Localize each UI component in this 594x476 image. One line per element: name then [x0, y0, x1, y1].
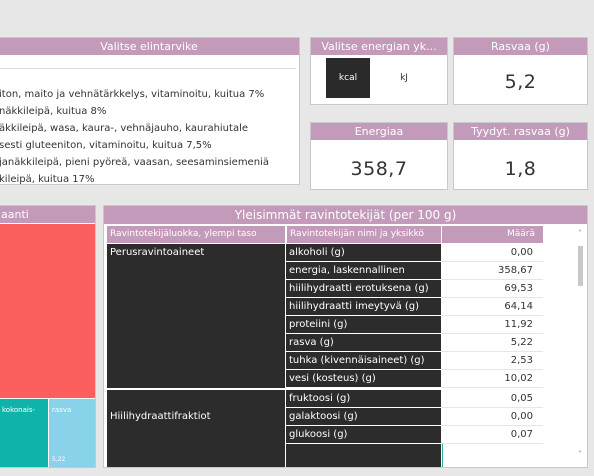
table-row-name: rasva (g) — [286, 334, 441, 352]
table-row-name: glukoosi (g) — [286, 426, 441, 444]
table-row-value: 0,05 — [442, 390, 543, 408]
category-cell: Perusravintoaineet — [110, 247, 205, 258]
column-header-category[interactable]: Ravintotekijäluokka, ylempi taso — [107, 226, 285, 243]
treemap-block-red[interactable] — [0, 224, 95, 398]
table-row-value: 0,07 — [442, 426, 543, 444]
table-row-value: 11,92 — [442, 316, 543, 334]
kcal-button[interactable]: kcal — [326, 58, 370, 98]
nutrients-table-title: Yleisimmät ravintotekijät (per 100 g) — [104, 206, 587, 224]
food-selector-panel: Valitse elintarvike iton, maito ja vehnä… — [0, 37, 300, 185]
table-row-name: tuhka (kivennäisaineet) (g) — [286, 352, 441, 370]
category-column — [107, 244, 285, 467]
table-row-value: 69,53 — [442, 280, 543, 298]
name-column — [286, 244, 441, 467]
table-row-name: energia, laskennallinen — [286, 262, 441, 280]
satfat-kpi-value: 1,8 — [504, 158, 537, 180]
table-row-name: hiilihydraatti erotuksena (g) — [286, 280, 441, 298]
table-row-value: 10,02 — [442, 370, 543, 388]
treemap-value-b: 5,22 — [52, 456, 66, 463]
food-item[interactable]: iton, maito ja vehnätärkkelys, vitaminoi… — [0, 89, 265, 100]
energy-unit-title: Valitse energian yk... — [311, 38, 447, 55]
treemap-label-b: rasva — [52, 406, 72, 414]
column-header-name[interactable]: Ravintotekijän nimi ja yksikkö — [286, 226, 441, 243]
food-item[interactable]: äkkileipä, wasa, kaura-, vehnäjauho, kau… — [0, 123, 249, 134]
food-item[interactable]: janäkkileipä, pieni pyöreä, vaasan, sees… — [0, 157, 269, 168]
table-row-name: fruktoosi (g) — [286, 390, 441, 408]
vertical-scrollbar-thumb[interactable] — [578, 246, 583, 286]
fat-kpi-value: 5,2 — [504, 71, 537, 93]
energy-kpi-title: Energiaa — [311, 123, 447, 140]
food-item[interactable]: sesti gluteeniton, vitaminoitu, kuitua 7… — [0, 140, 212, 151]
table-row-name: proteiini (g) — [286, 316, 441, 334]
table-row-name: alkoholi (g) — [286, 244, 441, 262]
treemap-title: aanti — [0, 206, 95, 223]
table-row-value: 358,67 — [442, 262, 543, 280]
nutrients-table: Ravintotekijäluokka, ylempi taso Ravinto… — [107, 226, 581, 467]
category-cell: Hiilihydraattifraktiot — [110, 411, 211, 422]
energy-unit-panel: Valitse energian yk... kcal kJ — [310, 37, 448, 105]
treemap-panel: aanti kokonais- rasva 5,22 — [0, 205, 96, 468]
food-item[interactable]: näkkileipä, kuitua 8% — [0, 106, 107, 117]
food-item[interactable]: kileipä, kuitua 17% — [0, 174, 95, 185]
nutrients-table-panel: Yleisimmät ravintotekijät (per 100 g) Ra… — [103, 205, 588, 468]
table-row-value: 2,53 — [442, 352, 543, 370]
satfat-kpi-title: Tyydyt. rasvaa (g) — [454, 123, 587, 140]
column-header-amount[interactable]: Määrä — [442, 226, 543, 243]
fat-kpi-title: Rasvaa (g) — [454, 38, 587, 55]
table-row-value: 0,00 — [442, 408, 543, 426]
fat-kpi-card: Rasvaa (g) 5,2 — [453, 37, 588, 105]
kj-button[interactable]: kJ — [400, 73, 408, 83]
table-row-value: 5,22 — [442, 334, 543, 352]
food-search-input[interactable] — [0, 57, 296, 69]
treemap-block-teal[interactable]: kokonais- — [0, 399, 48, 467]
energy-kpi-card: Energiaa 358,7 — [310, 122, 448, 190]
table-row-name: hiilihydraatti imeytyvä (g) — [286, 298, 441, 316]
scroll-down-arrow[interactable]: ˅ — [578, 450, 582, 459]
energy-kpi-value: 358,7 — [350, 158, 408, 180]
table-row-value: 64,14 — [442, 298, 543, 316]
scroll-up-arrow[interactable]: ˄ — [578, 229, 582, 238]
treemap-block-sky[interactable]: rasva 5,22 — [49, 399, 95, 467]
table-row-value: 0,00 — [442, 244, 543, 262]
satfat-kpi-card: Tyydyt. rasvaa (g) 1,8 — [453, 122, 588, 190]
group-separator — [107, 388, 543, 390]
treemap-label-a: kokonais- — [2, 406, 36, 414]
table-row-name: galaktoosi (g) — [286, 408, 441, 426]
food-selector-title: Valitse elintarvike — [0, 38, 299, 55]
table-row-name: vesi (kosteus) (g) — [286, 370, 441, 388]
